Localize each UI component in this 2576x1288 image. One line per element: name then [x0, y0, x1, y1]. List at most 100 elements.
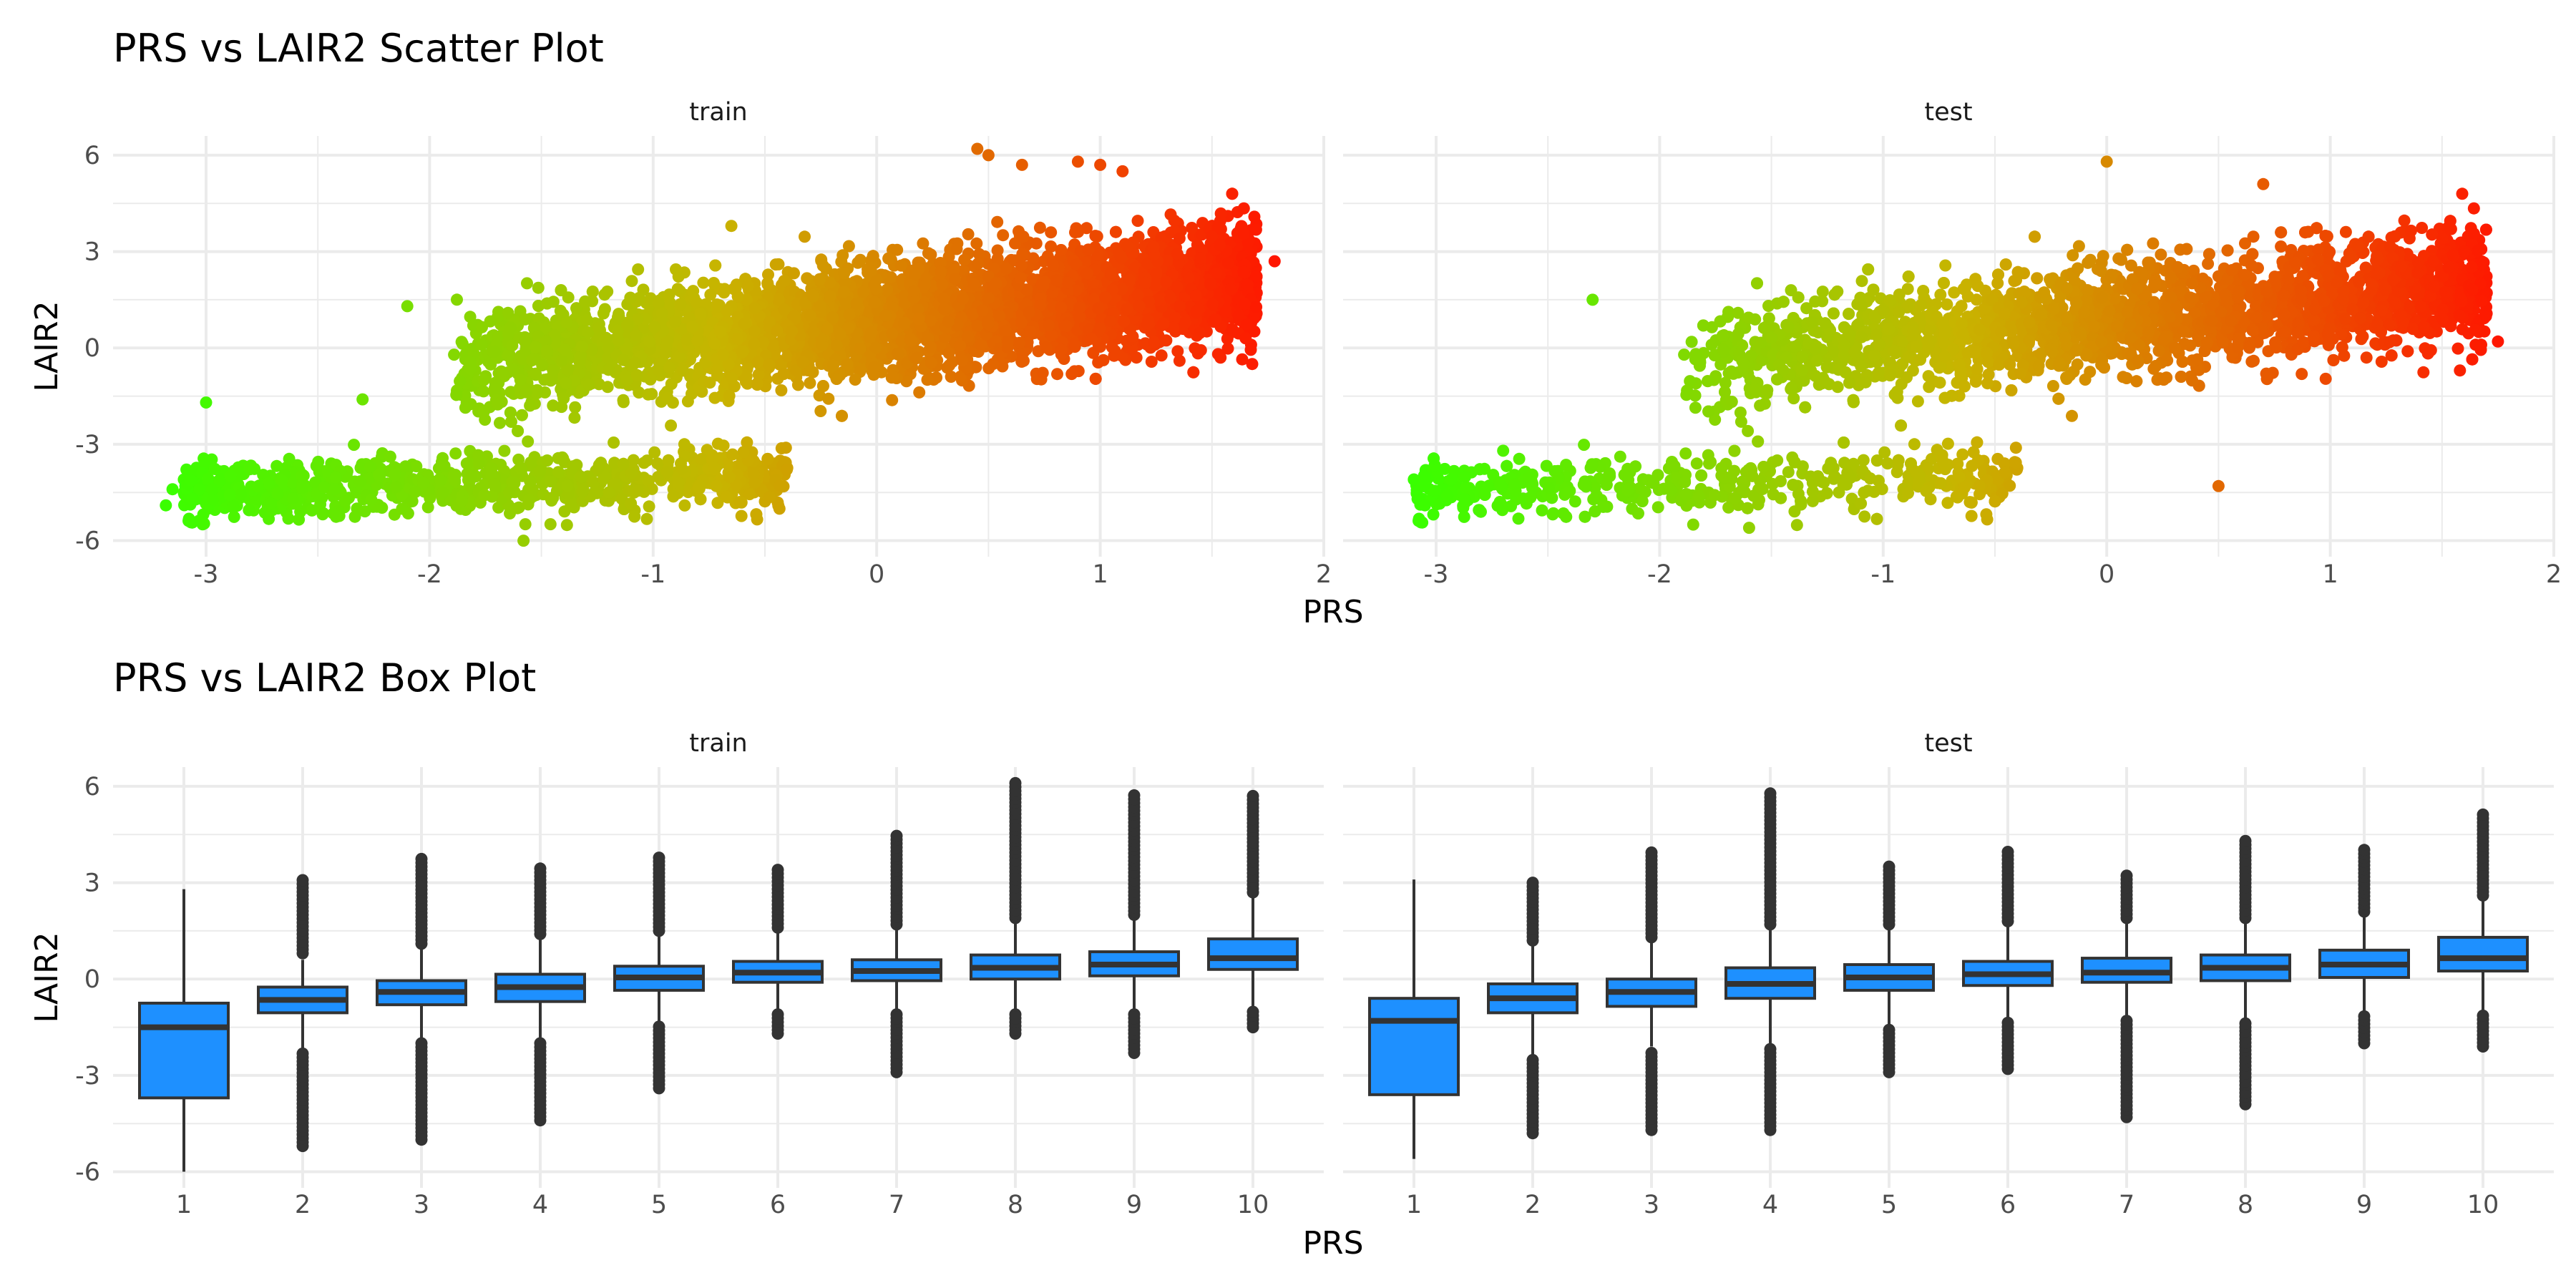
- scatter-point: [674, 298, 687, 311]
- scatter-point: [991, 244, 1004, 257]
- scatter-point: [857, 286, 869, 298]
- scatter-point: [975, 338, 987, 351]
- scatter-point: [1045, 226, 1058, 239]
- scatter-point: [465, 469, 478, 482]
- scatter-point: [477, 374, 490, 386]
- scatter-point: [660, 466, 673, 479]
- scatter-point: [310, 459, 323, 472]
- scatter-point: [565, 498, 577, 511]
- scatter-point: [1131, 215, 1144, 228]
- scatter-point: [1072, 225, 1085, 238]
- scatter-point: [1155, 349, 1168, 362]
- scatter-point: [836, 409, 848, 422]
- scatter-point: [1033, 221, 1046, 234]
- scatter-point: [703, 376, 716, 389]
- scatter-point: [836, 249, 849, 262]
- scatter-point: [711, 298, 723, 311]
- scatter-point: [1183, 271, 1195, 284]
- scatter-point: [696, 453, 708, 465]
- scatter-point: [773, 502, 786, 515]
- scatter-point: [701, 444, 713, 457]
- scatter-point: [617, 396, 630, 409]
- scatter-point: [640, 512, 653, 525]
- scatter-point: [601, 381, 614, 394]
- scatter-point: [228, 510, 240, 523]
- scatter-point: [1179, 316, 1192, 328]
- scatter-point: [582, 326, 595, 338]
- scatter-point: [1036, 366, 1049, 379]
- scatter-point: [243, 504, 255, 517]
- scatter-point: [235, 488, 248, 501]
- scatter-point: [503, 487, 515, 499]
- scatter-point: [1173, 354, 1186, 367]
- scatter-point: [1221, 342, 1234, 355]
- scatter-point: [582, 379, 595, 391]
- scatter-point: [772, 293, 785, 306]
- scatter-point: [1015, 355, 1028, 368]
- scatter-point: [1015, 316, 1028, 329]
- scatter-point: [318, 481, 331, 494]
- scatter-point: [573, 355, 586, 368]
- scatter-point: [672, 270, 685, 283]
- scatter-point: [475, 321, 488, 333]
- scatter-point: [456, 494, 469, 507]
- scatter-point: [1123, 273, 1136, 286]
- scatter-point: [455, 336, 468, 348]
- scatter-point: [632, 263, 645, 275]
- scatter-point: [448, 474, 461, 487]
- scatter-point: [569, 401, 582, 414]
- scatter-point: [497, 367, 509, 380]
- scatter-point: [648, 446, 661, 459]
- scatter-point: [530, 367, 542, 380]
- scatter-point: [849, 374, 862, 386]
- scatter-point: [296, 469, 308, 482]
- scatter-point: [514, 374, 527, 386]
- scatter-point: [1241, 278, 1254, 291]
- scatter-point: [396, 502, 409, 515]
- scatter-point: [1055, 244, 1068, 256]
- scatter-point: [733, 496, 746, 509]
- scatter-point: [1226, 187, 1239, 200]
- scatter-point: [799, 230, 811, 243]
- scatter-point: [824, 290, 836, 302]
- scatter-point: [1030, 237, 1043, 250]
- scatter-point: [697, 276, 710, 289]
- scatter-point: [723, 389, 736, 402]
- scatter-point: [894, 259, 907, 272]
- scatter-point: [735, 509, 748, 522]
- scatter-point: [1244, 343, 1257, 356]
- scatter-point: [1091, 230, 1103, 243]
- scatter-point: [718, 286, 731, 299]
- scatter-point: [1239, 298, 1252, 311]
- scatter-point: [1104, 266, 1117, 279]
- scatter-point: [282, 512, 295, 525]
- scatter-point: [1186, 222, 1199, 234]
- scatter-point: [1017, 230, 1030, 243]
- scatter-point: [1219, 306, 1232, 318]
- scatter-point: [1194, 252, 1207, 265]
- scatter-point: [613, 308, 625, 321]
- scatter-point: [186, 492, 199, 505]
- scatter-point: [1237, 202, 1250, 215]
- scatter-point: [945, 371, 957, 383]
- scatter-point: [498, 444, 511, 457]
- scatter-point: [891, 243, 904, 256]
- scatter-point: [693, 479, 706, 492]
- scatter-point: [672, 477, 685, 489]
- scatter-point: [640, 454, 653, 467]
- scatter-point: [708, 277, 720, 289]
- scatter-point: [541, 454, 554, 467]
- scatter-point: [516, 409, 528, 421]
- scatter-point: [918, 279, 931, 291]
- scatter-point: [1126, 330, 1139, 343]
- scatter-point: [1055, 343, 1068, 356]
- scatter-point: [568, 411, 581, 424]
- scatter-point: [328, 483, 341, 496]
- scatter-point: [283, 452, 296, 465]
- scatter-point: [774, 479, 786, 492]
- scatter-point: [1065, 368, 1078, 381]
- scatter-point: [1051, 368, 1063, 381]
- scatter-point: [1001, 341, 1014, 353]
- scatter-point: [913, 386, 926, 399]
- scatter-point: [262, 477, 275, 489]
